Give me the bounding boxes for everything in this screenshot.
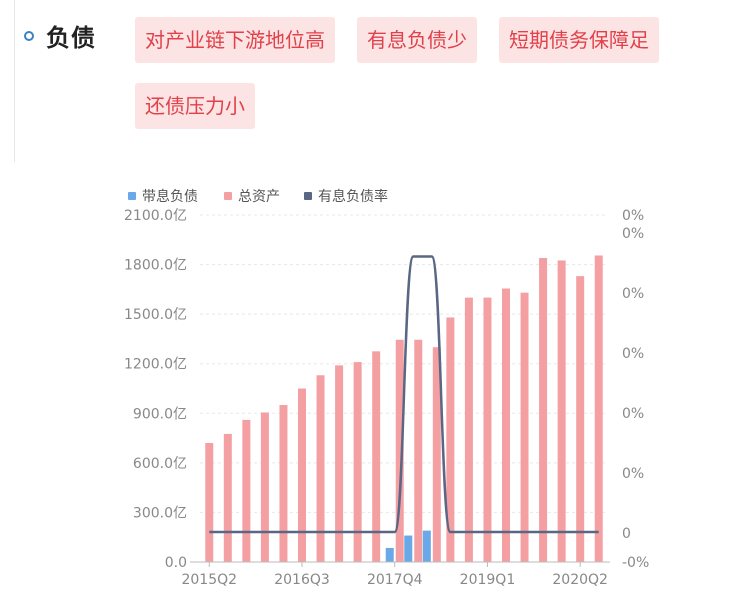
bars (205, 255, 603, 562)
y-left-tick-label: 600.0亿 (133, 456, 187, 472)
total-assets-bar (446, 317, 455, 562)
y-left-tick-label: 1500.0亿 (124, 307, 187, 323)
y-right-tick-label: -0% (622, 555, 649, 571)
total-assets-bar (520, 292, 529, 562)
y-left-tick-label: 0.0 (165, 555, 187, 571)
total-assets-bar (372, 351, 381, 562)
legend-ratio-label: 有息负债率 (318, 188, 388, 205)
total-assets-bar (335, 365, 344, 562)
y-right-tick-label: 0% (622, 208, 644, 224)
axes: 2100.0亿 1800.0亿 1500.0亿 1200.0亿 900.0亿 600.0亿… (124, 208, 649, 588)
y-right-tick-label: 0 (622, 526, 631, 542)
total-assets-bar (539, 257, 548, 562)
total-assets-bar (594, 255, 603, 562)
y-right-tick-label: 0% (622, 346, 644, 362)
tag-low-repayment-pressure: 还债压力小 (135, 83, 255, 129)
tag-downstream-position: 对产业链下游地位高 (135, 17, 335, 63)
total-assets-bar (502, 288, 510, 562)
total-assets-bar (557, 260, 566, 562)
total-assets-bar (279, 405, 288, 562)
y-left-tick-label: 1200.0亿 (124, 357, 187, 373)
total-assets-bar (483, 297, 492, 562)
section-header: 负债 (24, 18, 96, 53)
tag-short-term-coverage: 短期债务保障足 (499, 17, 659, 63)
tag-list: 对产业链下游地位高 有息负债少 短期债务保障足 还债压力小 (135, 17, 735, 129)
total-assets-bar (260, 412, 269, 562)
total-assets-bar (316, 375, 325, 562)
total-assets-bar (298, 388, 306, 562)
interest-debt-bar (422, 530, 431, 562)
total-assets-bar (414, 339, 423, 562)
y-left-tick-label: 1800.0亿 (124, 258, 187, 274)
total-assets-bar (395, 339, 404, 562)
x-tick-label: 2017Q4 (367, 572, 423, 588)
y-left-tick-label: 300.0亿 (133, 505, 187, 521)
x-tick-label: 2020Q2 (552, 572, 608, 588)
x-tick-label: 2019Q1 (460, 572, 516, 588)
total-assets-bar (205, 443, 214, 562)
tag-low-interest-debt: 有息负债少 (357, 17, 477, 63)
y-right-tick-label: 0% (622, 406, 644, 422)
interest-debt-bar (385, 547, 394, 562)
total-assets-bar (353, 362, 362, 562)
legend-interest-debt-swatch (128, 192, 136, 200)
legend-total-assets-swatch (224, 192, 232, 200)
y-right-tick-label: 0% (622, 226, 644, 242)
legend[interactable]: 带息负债 总资产 有息负债率 (128, 188, 388, 205)
legend-total-assets-label: 总资产 (238, 189, 280, 205)
y-right-tick-label: 0% (622, 286, 644, 302)
legend-interest-debt-label: 带息负债 (142, 188, 198, 205)
interest-debt-bar (404, 535, 413, 562)
total-assets-bar (242, 419, 251, 562)
y-left-tick-label: 900.0亿 (133, 406, 187, 422)
ratio-line-group (209, 255, 599, 534)
total-assets-bar (432, 347, 441, 562)
legend-ratio-swatch (304, 192, 312, 200)
total-assets-bar (223, 433, 232, 562)
total-assets-bar (464, 297, 473, 562)
y-left-tick-label: 2100.0亿 (124, 208, 187, 224)
circle-bullet-icon (24, 30, 34, 41)
interest-debt-ratio-line (209, 255, 599, 534)
section-title: 负债 (46, 24, 96, 52)
left-divider (14, 0, 15, 162)
x-tick-label: 2015Q2 (181, 572, 237, 588)
debt-chart: 2100.0亿 1800.0亿 1500.0亿 1200.0亿 900.0亿 600.0亿… (124, 188, 649, 588)
x-tick-label: 2016Q3 (274, 572, 330, 588)
y-right-tick-label: 0% (622, 466, 644, 482)
total-assets-bar (576, 276, 585, 562)
